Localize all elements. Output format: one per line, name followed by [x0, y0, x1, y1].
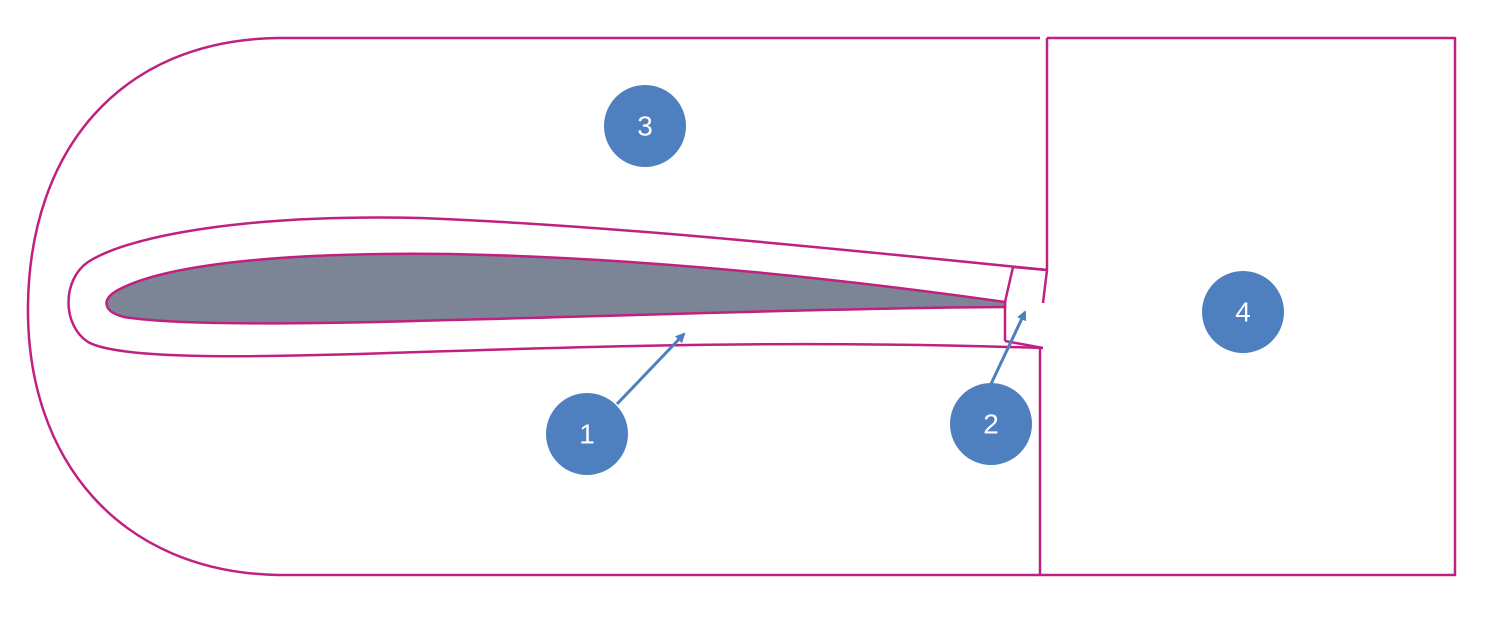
svg-text:2: 2: [983, 409, 999, 440]
region-badge-1: 1: [546, 393, 628, 475]
airfoil-shape: [105, 252, 1007, 325]
arrow-1: [615, 332, 686, 406]
svg-text:1: 1: [579, 419, 595, 450]
arrow-2: [989, 310, 1027, 385]
region-badge-4: 4: [1202, 271, 1284, 353]
trailing-edge-block: [1003, 265, 1049, 350]
svg-text:4: 4: [1235, 297, 1251, 328]
svg-text:3: 3: [637, 111, 653, 142]
wake-block-boundary: [1038, 36, 1457, 577]
region-badge-2: 2: [950, 383, 1032, 465]
region-badge-3: 3: [604, 85, 686, 167]
inner-o-boundary: [67, 216, 1048, 358]
outer-c-boundary: [26, 36, 1040, 577]
